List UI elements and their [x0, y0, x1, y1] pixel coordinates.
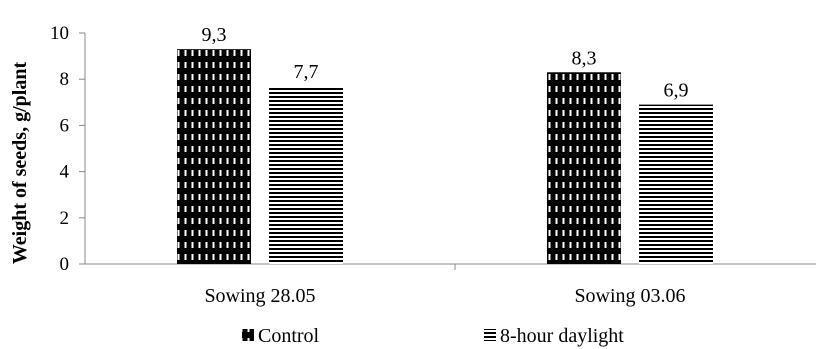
y-axis-label: Weight of seeds, g/plant: [9, 62, 31, 265]
data-label: 8,3: [572, 47, 597, 69]
y-tick-label: 0: [60, 254, 70, 275]
legend-swatch: [484, 329, 496, 341]
bar: [269, 86, 343, 264]
y-tick-label: 2: [60, 208, 70, 229]
y-tick-label: 10: [50, 23, 69, 44]
legend-label: 8-hour daylight: [500, 325, 624, 347]
data-label: 6,9: [664, 80, 689, 102]
data-label: 7,7: [294, 61, 319, 83]
category-label: Sowing 28.05: [204, 285, 315, 307]
legend-swatch: [242, 329, 254, 341]
legend-label: Control: [258, 325, 320, 347]
y-tick-label: 8: [60, 69, 70, 90]
y-tick-label: 4: [60, 162, 70, 183]
bar: [177, 49, 251, 264]
data-label: 9,3: [202, 24, 227, 46]
category-label: Sowing 03.06: [574, 285, 685, 307]
legend: Control 8-hour daylight: [242, 325, 624, 347]
plot-area: 0 2 4 6 8 10 9,3 7,7 Sowing 28.05 8,3 6,9 Sowing 03…: [50, 23, 816, 307]
bar: [547, 72, 621, 265]
bar: [639, 104, 713, 264]
y-tick-label: 6: [60, 115, 70, 136]
